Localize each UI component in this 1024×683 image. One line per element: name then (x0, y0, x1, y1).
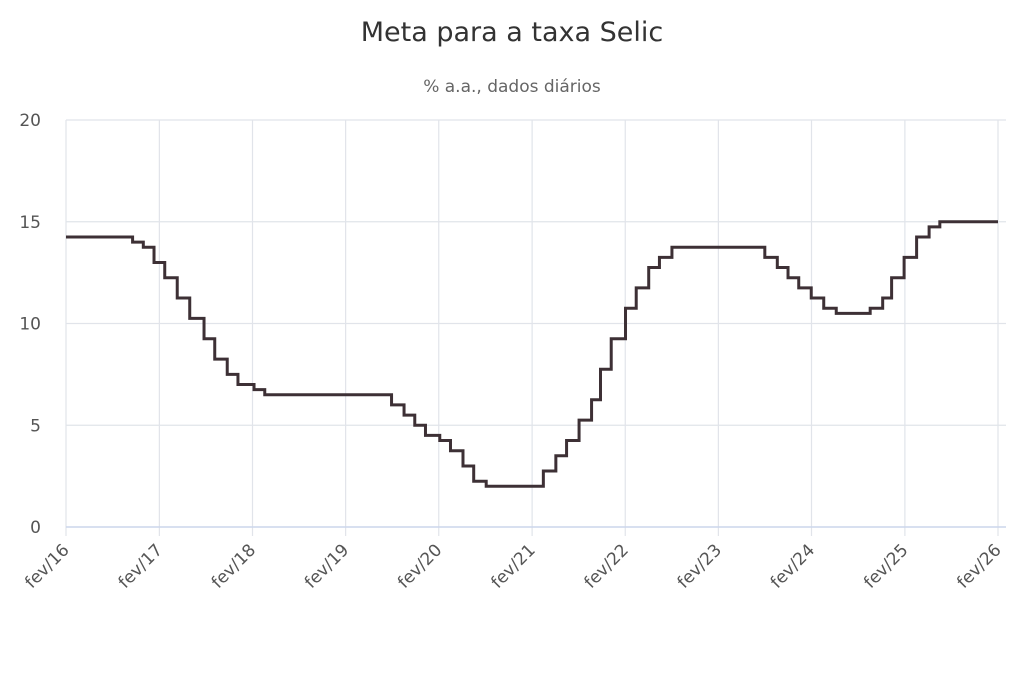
x-tick-label: fev/18 (208, 540, 260, 592)
y-tick-label: 20 (19, 111, 41, 131)
x-tick-label: fev/17 (115, 540, 167, 592)
y-tick-label: 10 (19, 315, 41, 335)
y-tick-label: 5 (30, 416, 41, 436)
x-tick-label: fev/20 (394, 540, 446, 592)
horizontal-gridlines (66, 119, 1006, 426)
x-tick-label: fev/26 (953, 540, 1005, 592)
selic-series-line (66, 220, 998, 488)
y-axis-tick-labels: 0 5 10 15 20 (19, 111, 41, 538)
y-tick-label: 0 (30, 518, 41, 538)
x-tick-label: fev/16 (21, 540, 73, 592)
x-tick-label: fev/21 (487, 540, 539, 592)
vertical-gridlines (65, 120, 999, 536)
x-tick-label: fev/25 (860, 540, 912, 592)
chart-subtitle: % a.a., dados diários (423, 77, 601, 97)
x-tick-label: fev/19 (301, 540, 353, 592)
x-tick-label: fev/23 (674, 540, 726, 592)
x-axis-tick-labels: fev/16 fev/17 fev/18 fev/19 fev/20 fev/21 fev/… (21, 540, 1005, 592)
y-tick-label: 15 (19, 213, 41, 233)
chart-title: Meta para a taxa Selic (361, 17, 664, 48)
x-tick-label: fev/22 (581, 540, 633, 592)
x-tick-label: fev/24 (767, 540, 819, 592)
